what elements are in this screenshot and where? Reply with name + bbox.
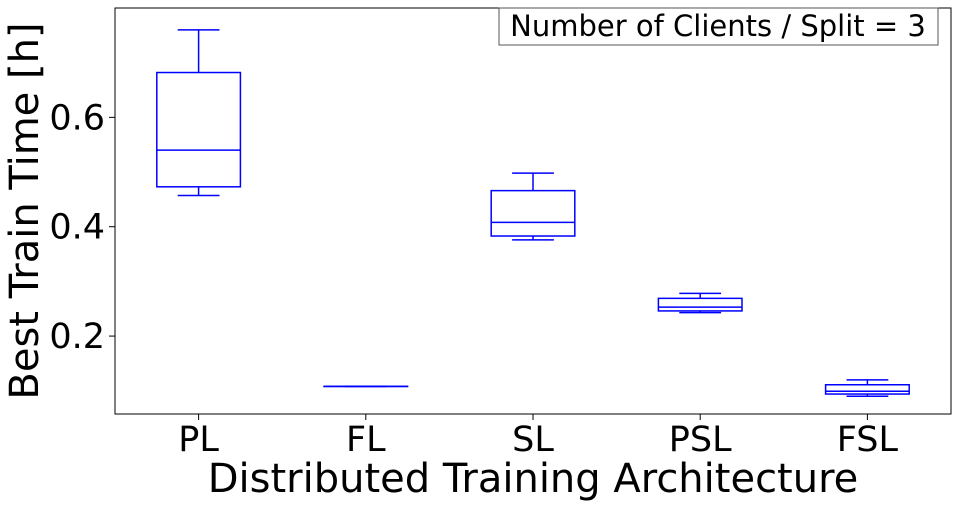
- box-pl: [156, 29, 242, 197]
- annotation-box: Number of Clients / Split = 3: [498, 7, 939, 46]
- plot-frame: [114, 7, 952, 415]
- y-tick-label: 0.6: [49, 98, 105, 138]
- x-axis-ticks: PL FL SL PSL FSL: [178, 414, 899, 460]
- x-tick-label: FL: [346, 420, 386, 460]
- x-tick-label: FSL: [837, 420, 899, 460]
- y-axis-ticks: 0.2 0.4 0.6: [49, 98, 115, 357]
- iqr-box: [824, 383, 910, 395]
- y-axis-title: Best Train Time [h]: [2, 22, 48, 399]
- x-axis-title: Distributed Training Architecture: [208, 456, 859, 502]
- plot-area: [114, 7, 952, 415]
- box-psl: [657, 292, 743, 314]
- x-tick-label: SL: [512, 420, 554, 460]
- y-tick-label: 0.2: [49, 317, 105, 357]
- box-fsl: [824, 379, 910, 397]
- y-tick-label: 0.4: [49, 208, 105, 248]
- box-sl: [490, 172, 576, 241]
- iqr-box: [657, 297, 743, 312]
- iqr-box: [156, 71, 242, 188]
- x-tick-label: PSL: [669, 420, 732, 460]
- x-tick-label: PL: [178, 420, 219, 460]
- annotation-text: Number of Clients / Split = 3: [510, 9, 926, 43]
- box-marks: [156, 29, 910, 397]
- iqr-box: [490, 189, 576, 237]
- annotation-frame: [498, 7, 939, 46]
